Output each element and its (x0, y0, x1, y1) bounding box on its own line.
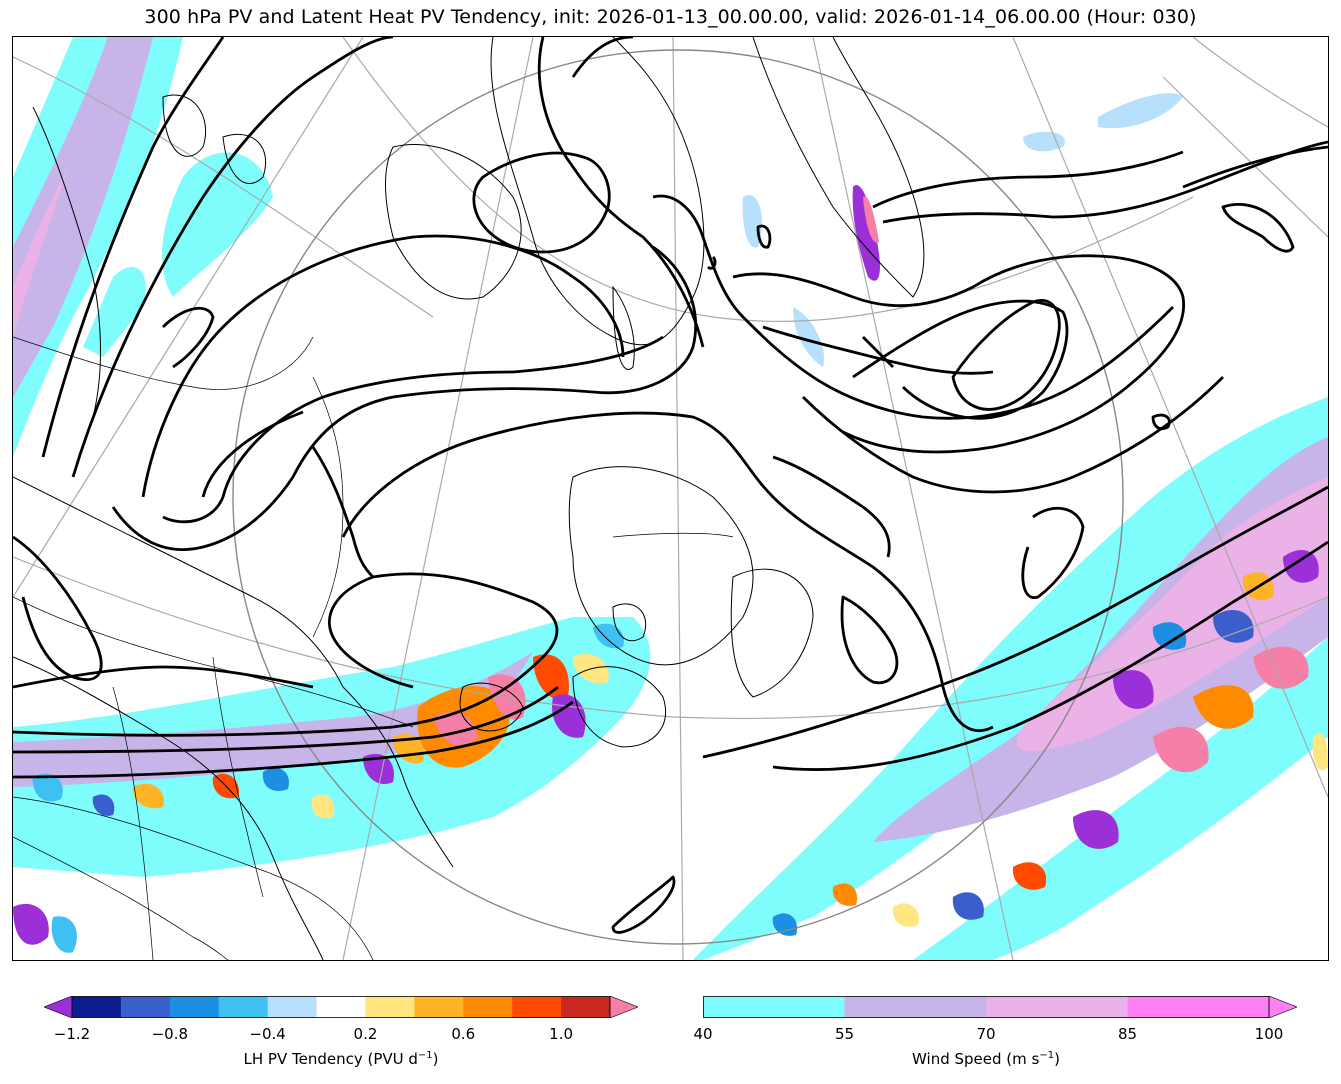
wind-tick-label: 55 (834, 1025, 855, 1043)
lh-bin (120, 996, 171, 1018)
wind-colorbar-label: Wind Speed (m s−1) (912, 1050, 1060, 1068)
lh-tick-label: −0.8 (151, 1025, 189, 1043)
lh-bin (72, 996, 122, 1018)
lh-bin (512, 996, 562, 1018)
lh-tick-label: 1.0 (549, 1025, 574, 1043)
lh-bin (267, 996, 317, 1018)
lh-bin (316, 996, 366, 1018)
wind-bin (844, 996, 987, 1018)
graticule (13, 37, 1328, 960)
wind-over-extension (1268, 995, 1298, 1019)
wind-bin (703, 996, 845, 1018)
latitude-circle (232, 49, 1124, 945)
lh-pv-colorbar (43, 995, 639, 1019)
lh-tick-label: −1.2 (53, 1025, 91, 1043)
wind-bin (1127, 996, 1270, 1018)
lh-pv-tendency-shading (13, 185, 1328, 953)
wind-tick-label: 70 (976, 1025, 996, 1043)
pv-contours (13, 37, 1328, 934)
lh-bin (463, 996, 513, 1018)
lh-bin (561, 996, 611, 1018)
wind-tick-label: 85 (1117, 1025, 1138, 1043)
lh-bin (365, 996, 415, 1018)
coastlines (13, 37, 925, 960)
lh-colorbar-label: LH PV Tendency (PVU d−1) (243, 1050, 439, 1068)
chart-title: 300 hPa PV and Latent Heat PV Tendency, … (144, 6, 1197, 28)
lh-bin (218, 996, 269, 1018)
wind-tick-label: 100 (1254, 1025, 1284, 1043)
wind-tick-label: 40 (693, 1025, 713, 1043)
lh-over-extension (609, 995, 639, 1019)
wind-speed-shading (13, 37, 1328, 960)
lh-tick-label: 0.6 (451, 1025, 476, 1043)
lh-bin (169, 996, 220, 1018)
map-panel[interactable] (12, 36, 1329, 961)
lh-under-extension (43, 995, 73, 1019)
lh-bin (414, 996, 464, 1018)
wind-colorbar (703, 995, 1298, 1019)
lh-tick-label: 0.2 (353, 1025, 378, 1043)
lh-tick-label: −0.4 (249, 1025, 286, 1043)
wind-bin (986, 996, 1128, 1018)
